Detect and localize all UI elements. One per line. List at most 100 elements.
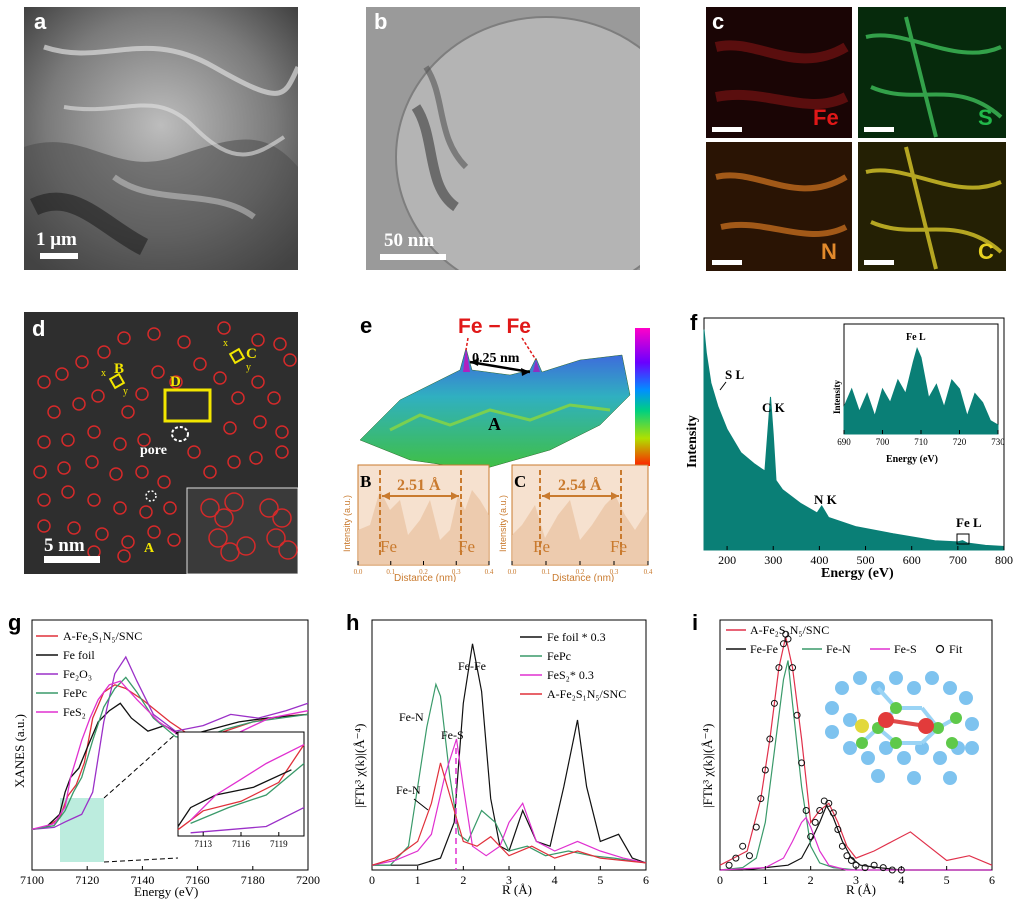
panel-b-scale-text: 50 nm [384, 230, 434, 251]
panel-g: g 7100 7120 7140 7160 7180 7200 Energy (eV) X… [8, 610, 320, 899]
panel-a: a 1 μm [24, 7, 298, 270]
carbon-atom [965, 717, 979, 731]
fit-point [739, 842, 747, 850]
x-tick-label: 0.4 [644, 568, 653, 576]
atom-marker [95, 527, 109, 541]
atom-marker [275, 425, 289, 439]
xanes-legend: A-Fe₂S₁N₅/SNC Fe foil Fe₂O₃ FePc FeS₂ [36, 629, 142, 719]
plot-frame [31, 619, 309, 871]
panel-b: b 50 nm [366, 7, 640, 270]
panel-d: D B x y C x y pore A d 5 nm [24, 312, 298, 574]
atom-marker [47, 405, 61, 419]
panel-c-label: c [712, 9, 724, 34]
carbon-atom [959, 691, 973, 705]
x-tick-label: 2 [808, 873, 814, 887]
carbon-atom [943, 681, 957, 695]
annotation-fe-fe: Fe-Fe [458, 659, 486, 673]
atom-marker [267, 391, 281, 405]
x-tick-label: 710 [914, 437, 928, 447]
carbon-atom [825, 701, 839, 715]
profile-c-value: 2.54 Å [558, 476, 602, 494]
surface-plot [359, 347, 631, 471]
carbon-atom [925, 671, 939, 685]
inset-ylabel: Intensity [832, 379, 842, 414]
scale-bar [712, 260, 742, 265]
fe-n-line [719, 660, 992, 871]
ft-legend: Fe foil * 0.3 FePc FeS₂* 0.3 A-Fe₂S₁N₅/SNC [520, 630, 626, 701]
atom-marker [87, 425, 101, 439]
atom-marker [33, 465, 47, 479]
peak-c-label: C K [762, 400, 786, 415]
atom-marker [224, 492, 244, 512]
inset-series-line [190, 744, 305, 821]
profile-b-label: B [360, 472, 371, 491]
atom-marker [169, 375, 183, 389]
atom-marker [147, 327, 161, 341]
profile-b-xticks: 0.0 0.1 0.2 0.3 0.4 [354, 561, 494, 576]
inset-xlabel: Energy (eV) [886, 454, 938, 465]
atom-marker [135, 387, 149, 401]
xanes-inset-xticks: 7113 7116 7119 [194, 832, 288, 849]
x-tick-label: 600 [903, 553, 921, 567]
atom-marker [283, 353, 297, 367]
legend-label: Fe-S [894, 642, 917, 656]
x-tick-label: 690 [837, 437, 851, 447]
profile-b-xlabel: Distance (nm) [394, 573, 456, 582]
atom-marker [91, 389, 105, 403]
peak-n-label: N K [814, 492, 838, 507]
atom-marker [113, 437, 127, 451]
atom-marker [253, 415, 267, 429]
fit-legend: A-Fe₂S₁N₅/SNC Fe-Fe Fe-N Fe-S Fit [726, 623, 963, 656]
panel-e: e Fe − Fe 0.25 nm A B 2.51 Å Fe Fe C 2.5… [342, 313, 653, 582]
legend-label: A-Fe₂S₁N₅/SNC [750, 623, 829, 637]
legend-label: A-Fe₂S₁N₅/SNC [63, 629, 142, 643]
x-tick-label: 6 [643, 873, 649, 887]
x-tick-label: 500 [857, 553, 875, 567]
profile-c-xticks: 0.0 0.1 0.2 0.3 0.4 [508, 561, 653, 576]
x-tick-label: 0.4 [485, 568, 494, 576]
panel-i-label: i [692, 610, 698, 635]
fit-point [843, 852, 851, 860]
x-tick-label: 700 [949, 553, 967, 567]
xanes-xticks: 7100 7120 7140 7160 7180 7200 [20, 866, 320, 887]
panel-d-scale-text: 5 nm [44, 535, 85, 556]
carbon-atom [871, 769, 885, 783]
spectrum-area [843, 347, 999, 435]
panel-f: f 200 300 400 500 600 700 800 Energy (eV) Inte… [685, 310, 1013, 581]
atom-marker [109, 467, 123, 481]
atom-marker [137, 433, 151, 447]
inset-atom-markers [200, 492, 298, 562]
fit-point [761, 766, 769, 774]
carbon-atom [907, 681, 921, 695]
inset-title: Fe L [906, 332, 926, 343]
legend-label: Fe₂O₃ [63, 667, 92, 681]
atom-marker [117, 549, 131, 563]
x-tick-label: 300 [764, 553, 782, 567]
pore-label: pore [140, 443, 167, 458]
carbon-atom [933, 751, 947, 765]
fe2o3-line [31, 655, 309, 830]
edge-highlight [60, 798, 104, 862]
fit-xticks: 0 1 2 3 4 5 6 [717, 866, 995, 887]
eels-plot [703, 329, 1005, 551]
fit-point [770, 699, 778, 707]
annotation-fe-n: Fe-N [396, 783, 421, 797]
atom-marker [259, 498, 279, 518]
x-tick-label: 4 [898, 873, 904, 887]
profile-c-trace [512, 495, 648, 565]
atom-marker [85, 455, 99, 469]
a-fe2s1n5-snc-line [371, 762, 647, 866]
legend-label: FePc [63, 686, 87, 700]
atom-marker [208, 528, 228, 548]
atomic-structure-model [825, 671, 979, 785]
panel-a-label: a [34, 9, 47, 34]
legend-label: Fe foil [63, 648, 95, 662]
carbon-atom [943, 771, 957, 785]
fit-point [802, 806, 810, 814]
peak-s-label: S L [725, 367, 744, 382]
sulfur-atom [855, 719, 869, 733]
fe-label: Fe [610, 537, 627, 556]
eds-map-fe [706, 7, 852, 138]
spectrum-area [703, 329, 1005, 551]
xanes-ylabel: XANES (a.u.) [12, 714, 27, 788]
